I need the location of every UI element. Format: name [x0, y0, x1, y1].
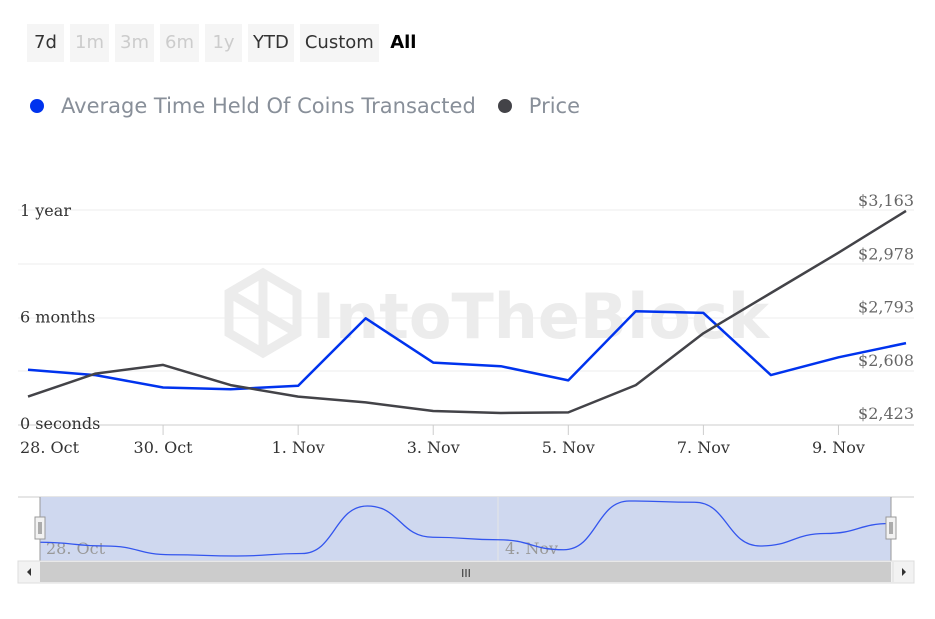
series-line-holding-time: [27, 309, 907, 391]
range-button-6m[interactable]: 6m: [160, 24, 199, 62]
range-button-3m[interactable]: 3m: [115, 24, 154, 62]
navigator-tick-label: 4. Nov: [505, 539, 558, 558]
legend-label-price: Price: [528, 94, 581, 118]
watermark-text: IntoTheBlock: [312, 280, 771, 353]
navigator: 28. Oct 4. Nov III: [17, 496, 915, 584]
scrollbar-grip: III: [461, 567, 471, 580]
y-right-tick-label: $2,423: [858, 404, 914, 423]
y-right-tick-label: $3,163: [858, 191, 914, 210]
y-right-tick-label: $2,978: [858, 244, 914, 263]
y-left-tick-label: 6 months: [20, 308, 95, 327]
x-axis: 28. Oct 30. Oct 1. Nov 3. Nov 5. Nov 7. Nov 9.…: [20, 425, 865, 457]
range-button-1m[interactable]: 1m: [70, 24, 109, 62]
x-tick-label: 28. Oct: [20, 438, 80, 457]
navigator-series-line: [39, 500, 892, 557]
range-selector: 7d 1m 3m 6m 1y YTD Custom All: [27, 24, 428, 62]
y-left-tick-label: 0 seconds: [20, 414, 100, 433]
series-layer: [27, 209, 907, 415]
y-left-axis: 0 seconds 6 months 1 year: [20, 201, 100, 433]
scroll-left-button[interactable]: [27, 568, 31, 576]
legend-label-holding-time: Average Time Held Of Coins Transacted: [61, 94, 476, 118]
legend-dot-price: [497, 99, 512, 113]
scroll-left-arrow-icon: [27, 568, 31, 576]
range-button-custom[interactable]: Custom: [299, 24, 379, 62]
legend-item-holding-time[interactable]: Average Time Held Of Coins Transacted: [30, 94, 476, 118]
legend-item-price[interactable]: Price: [497, 94, 581, 118]
scrollbar-thumb[interactable]: [40, 562, 891, 582]
legend: Average Time Held Of Coins Transacted Pr…: [30, 94, 602, 118]
scroll-right-arrow-icon: [902, 568, 906, 576]
y-right-tick-label: $2,608: [858, 351, 914, 370]
navigator-right-handle[interactable]: [885, 516, 897, 540]
range-button-ytd[interactable]: YTD: [248, 24, 294, 62]
x-tick-label: 5. Nov: [542, 438, 595, 457]
series-line-price: [27, 209, 907, 415]
x-tick-label: 1. Nov: [272, 438, 325, 457]
watermark: IntoTheBlock: [224, 267, 771, 359]
y-left-tick-label: 1 year: [20, 201, 71, 220]
scrollbar-track[interactable]: [17, 560, 915, 584]
range-button-1y[interactable]: 1y: [205, 24, 242, 62]
range-button-7d[interactable]: 7d: [27, 24, 64, 62]
navigator-selection[interactable]: [40, 497, 891, 561]
navigator-tick-label: 28. Oct: [46, 539, 106, 558]
y-right-axis: $2,423 $2,608 $2,793 $2,978 $3,163: [858, 191, 914, 423]
x-tick-label: 3. Nov: [407, 438, 460, 457]
range-button-all[interactable]: All: [385, 24, 422, 62]
scroll-right-button[interactable]: [892, 562, 906, 582]
x-tick-label: 9. Nov: [812, 438, 865, 457]
x-tick-label: 30. Oct: [134, 438, 194, 457]
y-right-tick-label: $2,793: [858, 298, 914, 317]
x-tick-label: 7. Nov: [677, 438, 730, 457]
navigator-left-handle[interactable]: [34, 516, 46, 540]
legend-dot-holding-time: [30, 99, 44, 113]
grid: [18, 209, 914, 426]
watermark-logo-icon: [224, 267, 302, 359]
